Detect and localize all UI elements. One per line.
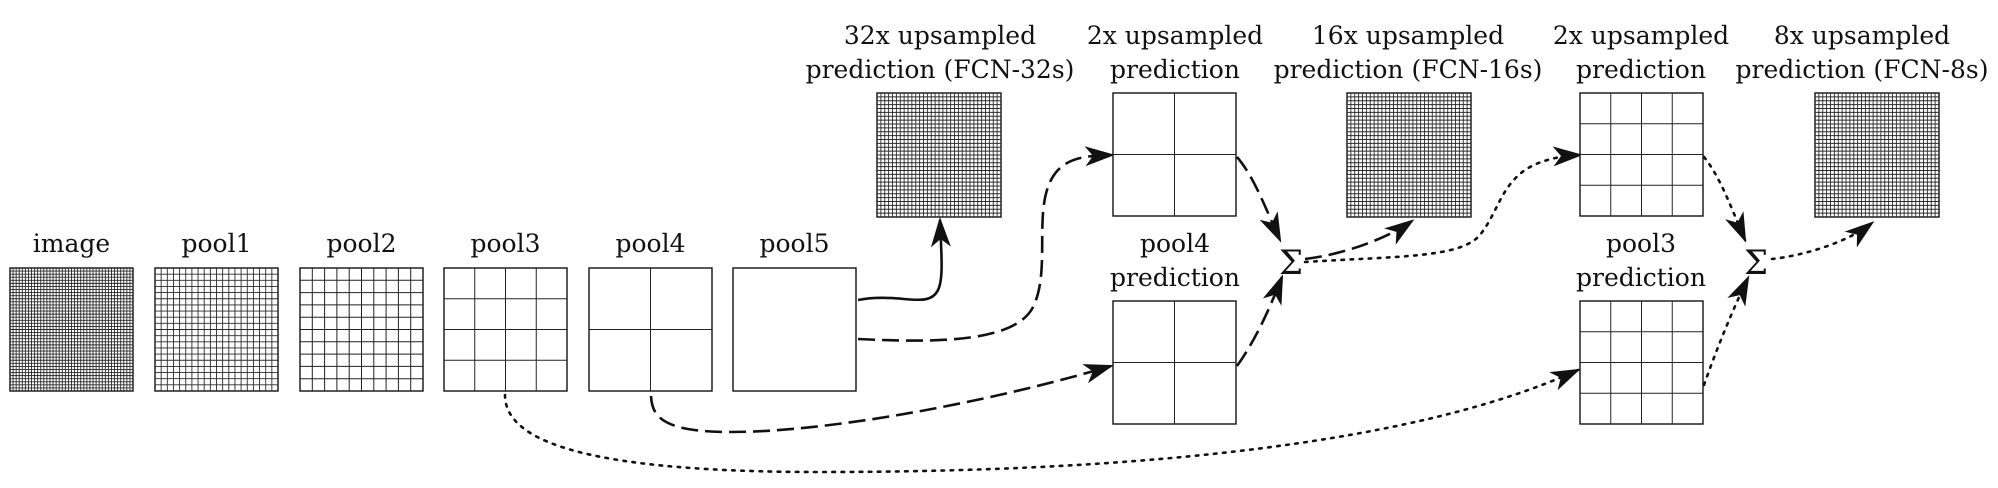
sum1-to-fcn16-arrow <box>1304 219 1415 261</box>
pool3pred-label-line: pool3 <box>1606 229 1676 258</box>
pool3pred-label-line: prediction <box>1576 263 1706 292</box>
pool5-label-line: pool5 <box>759 229 829 258</box>
up2a-label-line: prediction <box>1110 55 1240 84</box>
pool4pred-label-line: prediction <box>1110 263 1240 292</box>
pool4-to-pool4pred-arrow <box>649 364 1114 434</box>
pool4-block: pool4 <box>588 229 713 392</box>
fcn32-block: 32x upsampled prediction (FCN-32s) <box>806 21 1075 218</box>
pool3pred-to-sum2-arrow <box>1702 275 1750 387</box>
up2b-block: 2x upsampled prediction <box>1553 21 1729 217</box>
up2b-to-sum2-arrow <box>1702 155 1747 243</box>
pool3-block: pool3 <box>443 229 568 392</box>
fcn16-block: 16x upsampled prediction (FCN-16s) <box>1274 21 1543 218</box>
pool4-label-line: pool4 <box>615 229 685 258</box>
image-block: image <box>9 229 134 392</box>
pool4pred-label-line: pool4 <box>1140 229 1210 258</box>
fcn8-block: 8x upsampled prediction (FCN-8s) <box>1736 21 1989 218</box>
pool2-block: pool2 <box>299 229 424 392</box>
pool2-label-line: pool2 <box>326 229 396 258</box>
sum2-sum-node: Σ <box>1744 243 1768 283</box>
pool1-block: pool1 <box>154 229 279 392</box>
up2a-to-sum1-arrow <box>1236 156 1282 243</box>
image-label-line: image <box>33 229 110 258</box>
up2a-label-line: 2x upsampled <box>1087 21 1263 50</box>
pool5-feature-map <box>732 267 857 392</box>
up2b-label-line: prediction <box>1576 55 1706 84</box>
sum2-to-fcn8-arrow <box>1770 221 1875 261</box>
fcn32-label-line: 32x upsampled <box>844 21 1036 50</box>
fcn16-label-line: prediction (FCN-16s) <box>1274 55 1543 84</box>
pool4pred-to-sum1-arrow <box>1235 274 1284 367</box>
fcn32-label-line: prediction (FCN-32s) <box>806 55 1075 84</box>
pool5-to-fcn32-arrow <box>857 217 951 302</box>
fcn16-label-line: 16x upsampled <box>1312 21 1504 50</box>
pool5-to-up2a-arrow <box>857 146 1115 342</box>
pool5-block: pool5 <box>732 229 857 392</box>
pool3-label-line: pool3 <box>470 229 540 258</box>
pool3pred-block: pool3 prediction <box>1576 229 1706 425</box>
blocks-layer: image pool1 pool2 pool3 pool4 pool5 32x upsamp… <box>9 21 1989 425</box>
sum1-to-up2b-arrow <box>1303 146 1583 264</box>
sum1-sum-node: Σ <box>1279 243 1303 283</box>
fcn8-label-line: prediction (FCN-8s) <box>1736 55 1989 84</box>
fcn8-label-line: 8x upsampled <box>1774 21 1950 50</box>
pool3-to-pool3pred-arrow <box>503 368 1581 474</box>
connections-layer <box>503 146 1875 474</box>
pool1-label-line: pool1 <box>181 229 251 258</box>
up2b-label-line: 2x upsampled <box>1553 21 1729 50</box>
up2a-block: 2x upsampled prediction <box>1087 21 1263 217</box>
pool4pred-block: pool4 prediction <box>1110 229 1240 425</box>
